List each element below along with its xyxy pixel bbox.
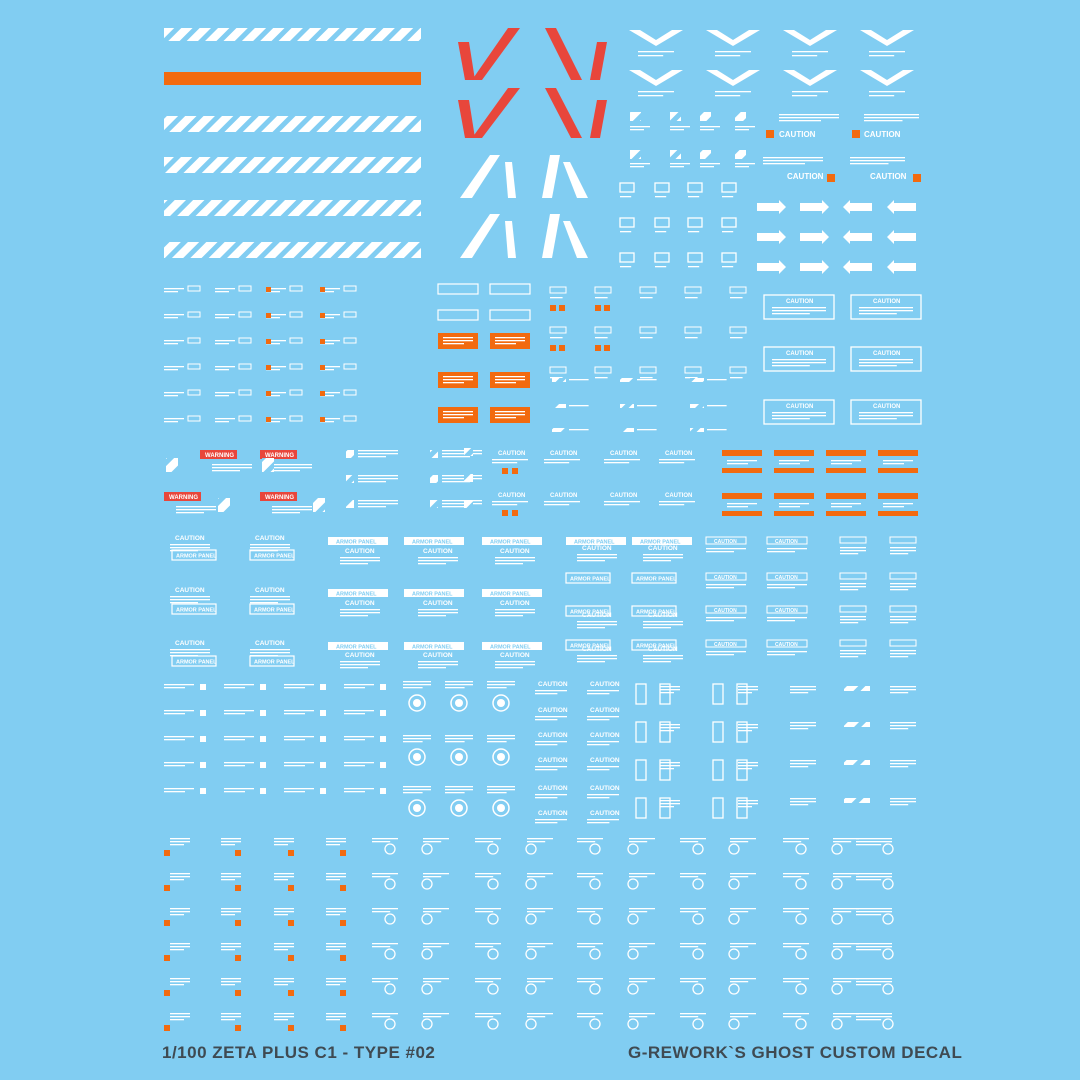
small-decal-markings bbox=[164, 51, 922, 1031]
armor-panel-label: ARMOR PANEL bbox=[574, 540, 615, 546]
armor-panel-label: ARMOR PANEL bbox=[490, 645, 531, 651]
hazard-stripe-bands bbox=[164, 28, 421, 258]
caution-label: CAUTION bbox=[500, 652, 530, 659]
caution-label: CAUTION bbox=[500, 548, 530, 555]
caution-box-label: CAUTION bbox=[873, 404, 900, 410]
caution-label: CAUTION bbox=[648, 646, 678, 653]
caution-label: CAUTION bbox=[590, 681, 620, 688]
armor-panel-label: ARMOR PANEL bbox=[176, 660, 217, 666]
armor-panel-label: ARMOR PANEL bbox=[336, 592, 377, 598]
footer-brand: G-REWORK`S GHOST CUSTOM DECAL bbox=[628, 1043, 963, 1062]
caution-box-label: CAUTION bbox=[786, 351, 813, 357]
caution-label: CAUTION bbox=[590, 785, 620, 792]
caution-label: CAUTION bbox=[255, 587, 285, 594]
caution-label: CAUTION bbox=[423, 600, 453, 607]
armor-panel-label: ARMOR PANEL bbox=[176, 608, 217, 614]
orange-band bbox=[164, 72, 421, 85]
caution-label: CAUTION bbox=[345, 548, 375, 555]
armor-panel-label: ARMOR PANEL bbox=[570, 644, 611, 650]
caution-label: CAUTION bbox=[610, 493, 637, 499]
caution-label: CAUTION bbox=[538, 785, 568, 792]
caution-label: CAUTION bbox=[498, 493, 525, 499]
caution-label: CAUTION bbox=[775, 642, 798, 648]
armor-panel-label: ARMOR PANEL bbox=[636, 610, 677, 616]
caution-label: CAUTION bbox=[550, 451, 577, 457]
caution-box-label: CAUTION bbox=[786, 404, 813, 410]
armor-panel-label: ARMOR PANEL bbox=[336, 645, 377, 651]
armor-panel-label: ARMOR PANEL bbox=[490, 592, 531, 598]
caution-label: CAUTION bbox=[779, 130, 816, 139]
caution-label: CAUTION bbox=[498, 451, 525, 457]
caution-label: CAUTION bbox=[610, 451, 637, 457]
caution-label: CAUTION bbox=[787, 172, 824, 181]
caution-label: CAUTION bbox=[665, 451, 692, 457]
caution-label: CAUTION bbox=[590, 757, 620, 764]
caution-label: CAUTION bbox=[538, 810, 568, 817]
caution-label: CAUTION bbox=[590, 810, 620, 817]
caution-label: CAUTION bbox=[538, 757, 568, 764]
caution-label: CAUTION bbox=[775, 608, 798, 614]
caution-labels: CAUTION CAUTION CAUTION CAUTION CAUTION CAUTI… bbox=[169, 130, 907, 817]
caution-label: CAUTION bbox=[775, 575, 798, 581]
caution-label: CAUTION bbox=[590, 707, 620, 714]
caution-label: CAUTION bbox=[648, 545, 678, 552]
warning-label: WARNING bbox=[265, 495, 294, 501]
armor-panel-label: ARMOR PANEL bbox=[570, 577, 611, 583]
caution-label: CAUTION bbox=[255, 535, 285, 542]
caution-label: CAUTION bbox=[255, 640, 285, 647]
caution-label: CAUTION bbox=[500, 600, 530, 607]
armor-panel-label: ARMOR PANEL bbox=[336, 540, 377, 546]
caution-label: CAUTION bbox=[714, 539, 737, 545]
white-a-marks bbox=[460, 155, 588, 258]
warning-label: WARNING bbox=[205, 453, 234, 459]
caution-label: CAUTION bbox=[714, 608, 737, 614]
caution-box-label: CAUTION bbox=[786, 299, 813, 305]
caution-box-label: CAUTION bbox=[873, 299, 900, 305]
caution-label: CAUTION bbox=[864, 130, 901, 139]
red-v-marks bbox=[458, 28, 607, 138]
caution-label: CAUTION bbox=[538, 707, 568, 714]
caution-label: CAUTION bbox=[714, 642, 737, 648]
armor-panel-label: ARMOR PANEL bbox=[412, 540, 453, 546]
caution-label: CAUTION bbox=[550, 493, 577, 499]
armor-panel-label: ARMOR PANEL bbox=[636, 644, 677, 650]
caution-label: CAUTION bbox=[665, 493, 692, 499]
footer-title: 1/100 ZETA PLUS C1 - TYPE #02 bbox=[162, 1043, 436, 1062]
caution-label: CAUTION bbox=[582, 612, 612, 619]
caution-label: CAUTION bbox=[345, 600, 375, 607]
caution-box-label: CAUTION bbox=[873, 351, 900, 357]
armor-panel-label: ARMOR PANEL bbox=[570, 610, 611, 616]
caution-label: CAUTION bbox=[590, 732, 620, 739]
caution-label: CAUTION bbox=[582, 545, 612, 552]
caution-label: CAUTION bbox=[538, 681, 568, 688]
armor-panel-label: ARMOR PANEL bbox=[254, 554, 295, 560]
armor-panel-label: ARMOR PANEL bbox=[636, 577, 677, 583]
armor-panel-label: ARMOR PANEL bbox=[176, 554, 217, 560]
caution-label: CAUTION bbox=[423, 652, 453, 659]
caution-label: CAUTION bbox=[648, 612, 678, 619]
caution-label: CAUTION bbox=[423, 548, 453, 555]
warning-label: WARNING bbox=[265, 453, 294, 459]
caution-label: CAUTION bbox=[175, 587, 205, 594]
armor-panel-label: ARMOR PANEL bbox=[490, 540, 531, 546]
armor-panel-label: ARMOR PANEL bbox=[254, 608, 295, 614]
caution-label: CAUTION bbox=[175, 640, 205, 647]
chevron-marks bbox=[629, 30, 914, 86]
caution-label: CAUTION bbox=[714, 575, 737, 581]
caution-label: CAUTION bbox=[538, 732, 568, 739]
armor-panel-label: ARMOR PANEL bbox=[412, 592, 453, 598]
armor-panel-label: ARMOR PANEL bbox=[640, 540, 681, 546]
caution-label: CAUTION bbox=[870, 172, 907, 181]
armor-panel-label: ARMOR PANEL bbox=[412, 645, 453, 651]
caution-label: CAUTION bbox=[582, 646, 612, 653]
warning-label: WARNING bbox=[169, 495, 198, 501]
caution-label: CAUTION bbox=[345, 652, 375, 659]
caution-label: CAUTION bbox=[775, 539, 798, 545]
armor-panel-label: ARMOR PANEL bbox=[254, 660, 295, 666]
caution-label: CAUTION bbox=[175, 535, 205, 542]
